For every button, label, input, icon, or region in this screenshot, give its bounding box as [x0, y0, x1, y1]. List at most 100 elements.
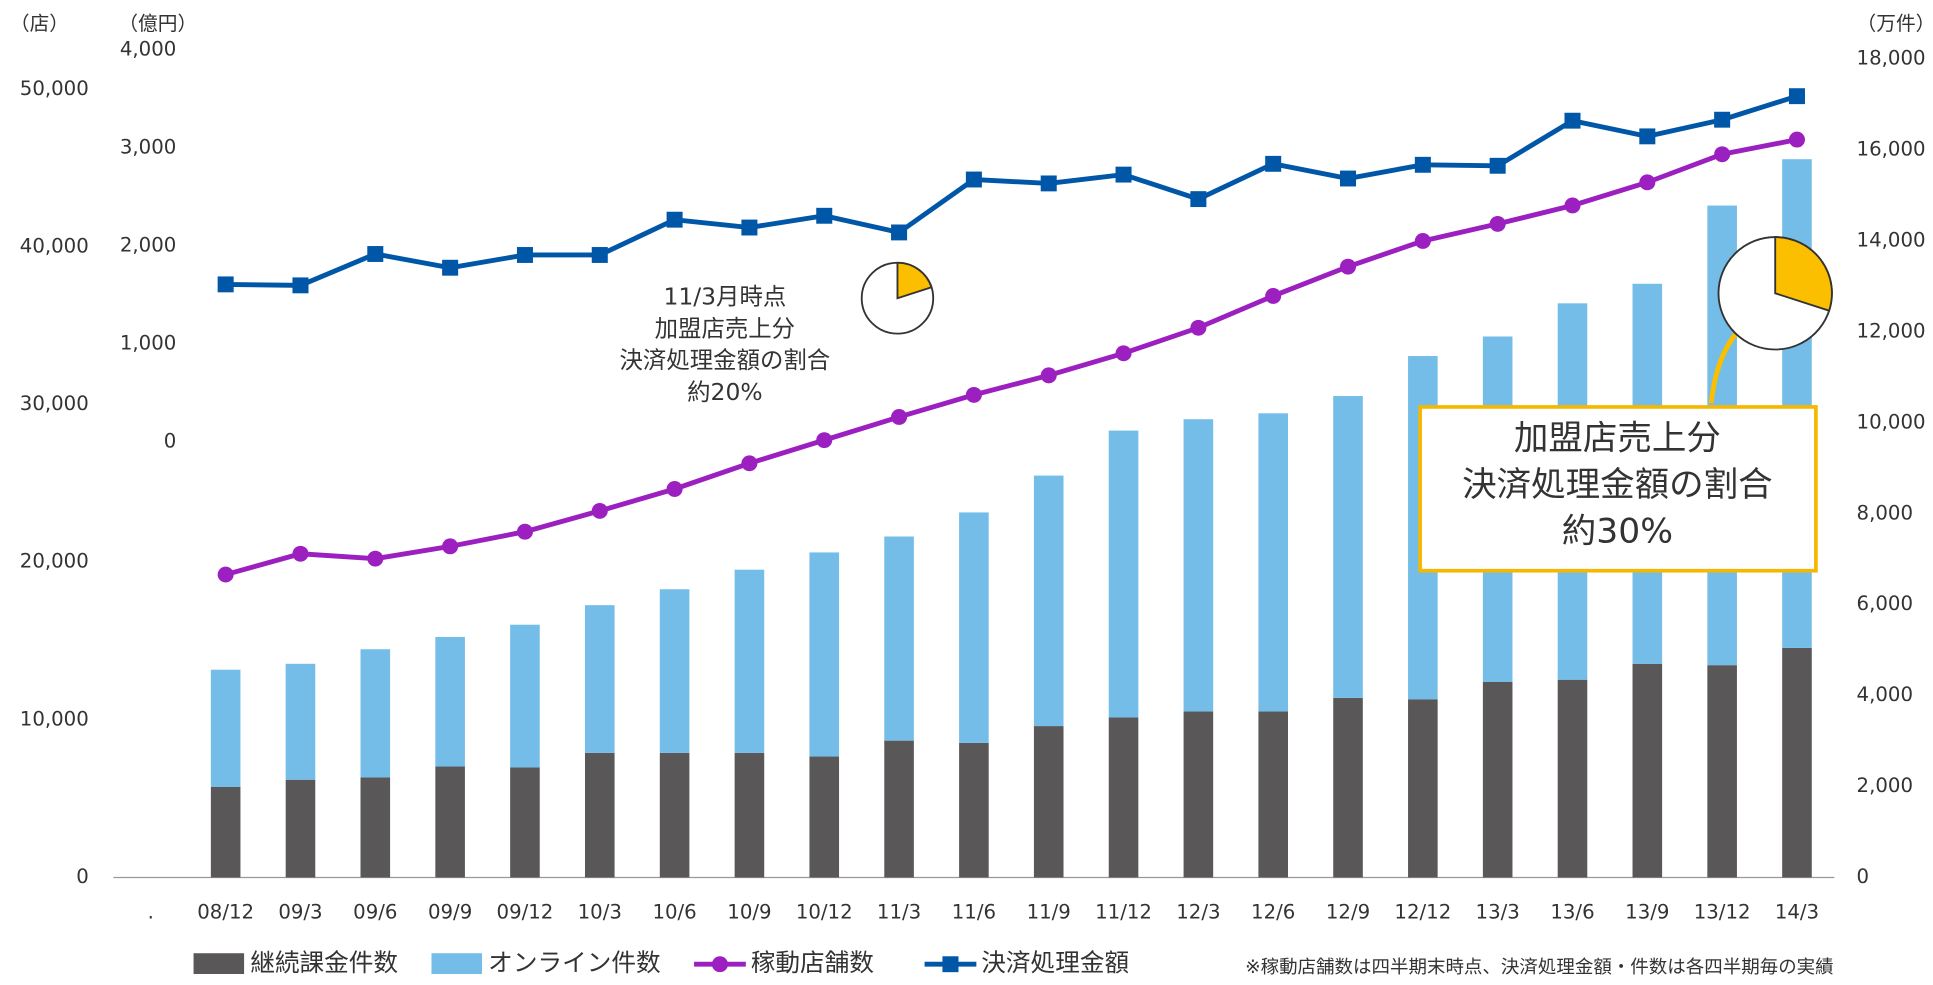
marker: [1414, 156, 1431, 173]
x-tick-label: 09/12: [497, 900, 554, 923]
y2-tick-label: 2,000: [1857, 774, 1913, 797]
marker: [816, 432, 833, 449]
marker: [1190, 319, 1207, 336]
x-tick-label: 13/6: [1550, 900, 1594, 923]
x-tick-label: 11/9: [1027, 900, 1071, 923]
marker: [367, 246, 384, 262]
bar: [510, 624, 540, 768]
marker: [1414, 233, 1431, 249]
bar: [210, 786, 241, 878]
marker: [1040, 175, 1057, 192]
x-tick-label: 11/12: [1095, 900, 1152, 923]
marker: [217, 566, 234, 583]
pie-slice: [1774, 236, 1833, 312]
legend-swatch: [193, 953, 245, 975]
marker: [1788, 131, 1805, 148]
y-tick-label: 0: [76, 865, 89, 888]
marker: [591, 502, 608, 519]
marker: [1714, 111, 1731, 128]
x-tick-label: 09/3: [278, 900, 322, 923]
bar: [1707, 665, 1737, 878]
pie-slice: [896, 261, 933, 300]
bar: [1033, 475, 1064, 727]
bar: [1782, 647, 1812, 878]
marker: [1564, 112, 1581, 129]
marker: [1564, 197, 1581, 214]
marker: [741, 455, 758, 472]
marker: [1190, 191, 1207, 208]
x-tick-label: 11/6: [952, 900, 996, 923]
legend-marker: [711, 956, 728, 973]
marker: [292, 545, 309, 562]
marker: [1340, 170, 1357, 187]
marker: [1714, 146, 1731, 163]
legend-marker: [942, 956, 959, 973]
bar: [1183, 419, 1214, 712]
bar: [1333, 697, 1363, 878]
bar: [734, 752, 765, 878]
bar: [435, 766, 465, 878]
marker: [1639, 174, 1656, 191]
marker: [516, 247, 533, 263]
line: [225, 93, 1798, 288]
x-tick-label: 12/12: [1394, 900, 1451, 923]
marker: [1489, 157, 1506, 174]
callout-box: [1418, 405, 1818, 573]
y2-tick-label: 0: [1857, 865, 1870, 888]
bar: [285, 663, 316, 780]
marker: [816, 207, 833, 224]
marker: [292, 277, 309, 294]
y2-tick-label: 4,000: [1857, 683, 1913, 706]
bar: [884, 536, 914, 741]
marker: [1115, 166, 1132, 183]
x-tick-label: 13/9: [1625, 900, 1669, 923]
x-tick-label: 11/3: [877, 900, 921, 923]
x-tick-label: 09/9: [428, 900, 472, 923]
y3-tick-label: 4,000: [120, 38, 176, 61]
bar: [1033, 726, 1064, 878]
legend-swatch: [431, 953, 483, 975]
bar: [360, 777, 391, 878]
callout-text: 決済処理金額の割合: [1462, 465, 1773, 505]
bar: [285, 779, 316, 878]
y2-tick-label: 6,000: [1857, 592, 1913, 615]
bar: [659, 752, 690, 878]
y-tick-label: 10,000: [20, 707, 89, 730]
annotation-text: 約20%: [687, 379, 762, 406]
x-tick-label: 10/12: [796, 900, 853, 923]
bar: [959, 742, 989, 878]
legend-label: オンライン件数: [488, 948, 660, 977]
callout-text: 約30%: [1562, 511, 1673, 551]
y-tick-label: 20,000: [20, 550, 89, 573]
bar: [1258, 711, 1288, 878]
y2-tick-label: 18,000: [1857, 47, 1926, 70]
x-tick-label: 10/9: [727, 900, 771, 923]
callout-text: 加盟店売上分: [1514, 419, 1721, 459]
bar: [659, 589, 690, 753]
bar: [360, 649, 391, 778]
marker: [516, 523, 533, 540]
marker: [666, 481, 683, 497]
y3-tick-label: 0: [164, 430, 177, 453]
bar: [1183, 711, 1214, 878]
marker: [591, 247, 608, 263]
y-tick-label: 40,000: [20, 235, 89, 258]
y-tick-label: 50,000: [20, 77, 89, 100]
x-tick-label: 10/6: [652, 900, 696, 923]
marker: [965, 386, 982, 403]
x-tick-label: 13/3: [1476, 900, 1520, 923]
y2-tick-label: 16,000: [1857, 138, 1926, 161]
x-tick-label: 12/3: [1176, 900, 1220, 923]
x-tick-label: 08/12: [197, 900, 254, 923]
y-axis-unit: （店）: [10, 12, 69, 35]
x-tick-label: 10/3: [578, 900, 622, 923]
bar: [734, 569, 765, 753]
y3-tick-label: 1,000: [120, 332, 176, 355]
x-tick-label: 12/6: [1251, 900, 1295, 923]
marker: [666, 211, 683, 228]
bar: [884, 740, 914, 878]
footnote: ※稼動店舗数は四半期末時点、決済処理金額・件数は各四半期毎の実績: [1245, 957, 1834, 978]
marker: [1639, 128, 1656, 145]
bar: [510, 767, 540, 878]
